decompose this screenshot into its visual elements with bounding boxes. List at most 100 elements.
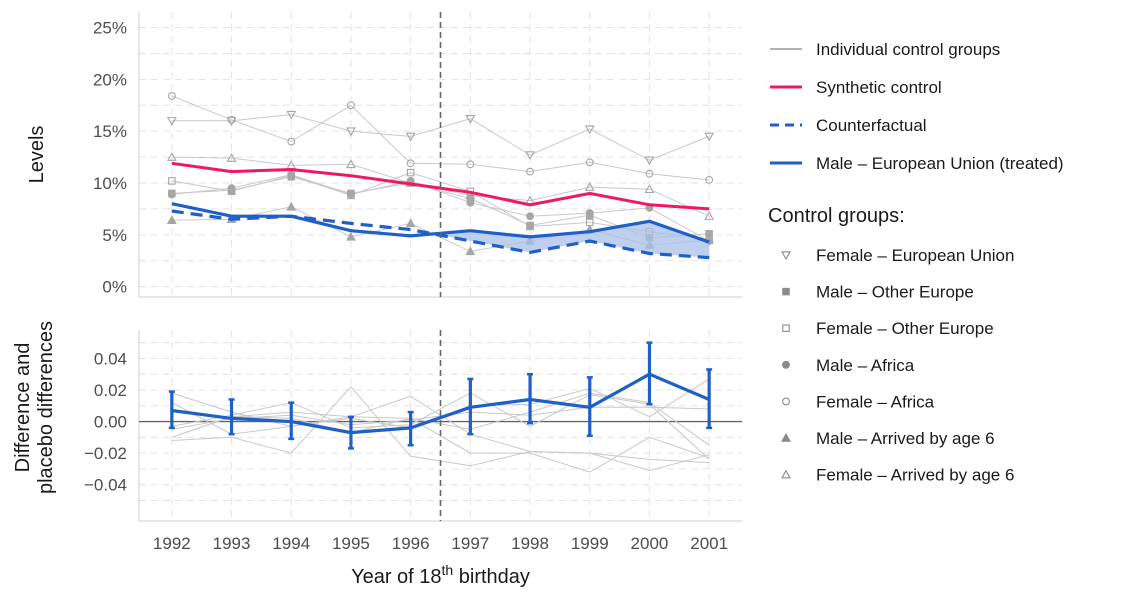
control-point bbox=[406, 159, 415, 168]
control-point bbox=[346, 231, 356, 241]
differences-panel: −0.04 −0.02 0.00 0.02 0.04 Difference andplac… bbox=[12, 321, 742, 522]
y-axis-title-line2: placebo differences bbox=[35, 321, 57, 494]
control-point bbox=[585, 209, 594, 218]
control-point bbox=[227, 115, 236, 124]
control-point bbox=[346, 101, 355, 110]
y-tick-label: 0.02 bbox=[94, 381, 127, 400]
x-axis-title-part: birthday bbox=[453, 566, 530, 588]
control-point bbox=[525, 151, 535, 161]
control-point bbox=[704, 211, 715, 220]
legend-line-label: Synthetic control bbox=[816, 78, 942, 97]
control-point bbox=[466, 160, 475, 169]
control-point bbox=[167, 190, 176, 199]
legend-line-label: Individual control groups bbox=[816, 40, 1000, 59]
control-point bbox=[644, 156, 655, 166]
control-point bbox=[644, 184, 655, 193]
y-axis-title-levels: Levels bbox=[26, 126, 48, 184]
control-point bbox=[346, 159, 356, 169]
legend-marker-key bbox=[781, 469, 791, 479]
control-point bbox=[465, 114, 476, 124]
y-tick-label: 15% bbox=[93, 122, 127, 141]
legend: Individual control groups Synthetic contr… bbox=[768, 40, 1064, 485]
y-tick-label: 0% bbox=[102, 278, 127, 297]
legend-group-label: Female – Africa bbox=[816, 392, 935, 411]
x-tick-label: 1998 bbox=[511, 534, 549, 553]
control-point bbox=[705, 175, 714, 184]
control-point bbox=[465, 246, 476, 256]
x-axis: 1992 1993 1994 1995 1996 1997 1998 1999 2000 2001… bbox=[153, 534, 728, 588]
legend-group-label: Female – Arrived by age 6 bbox=[816, 466, 1014, 485]
synthetic-control-line bbox=[171, 161, 710, 211]
legend-group-label: Male – Arrived by age 6 bbox=[816, 429, 995, 448]
legend-line-label: Counterfactual bbox=[816, 116, 927, 135]
x-tick-label: 2000 bbox=[631, 534, 669, 553]
y-tick-label: 10% bbox=[93, 174, 127, 193]
control-point bbox=[167, 91, 176, 100]
control-point bbox=[465, 190, 476, 200]
control-point bbox=[405, 132, 416, 142]
control-point bbox=[286, 110, 297, 120]
control-point bbox=[346, 190, 355, 199]
control-point bbox=[227, 184, 236, 193]
x-axis-title-superscript: th bbox=[442, 562, 454, 578]
y-tick-label: 0.00 bbox=[94, 413, 127, 432]
control-point bbox=[166, 215, 177, 225]
control-line bbox=[171, 174, 710, 242]
legend-group-label: Female – Other Europe bbox=[816, 319, 994, 338]
y-axis-title-line1: Difference and bbox=[12, 343, 34, 473]
control-point bbox=[584, 182, 595, 191]
control-point bbox=[405, 218, 416, 228]
legend-marker-key bbox=[782, 397, 790, 406]
x-tick-label: 1999 bbox=[571, 534, 609, 553]
control-point bbox=[526, 222, 534, 231]
x-tick-label: 1996 bbox=[392, 534, 430, 553]
legend-groups-title: Control groups: bbox=[768, 205, 905, 227]
control-point bbox=[286, 201, 297, 211]
x-axis-title-part: Year of 18 bbox=[351, 566, 441, 588]
legend-line-label: Male – European Union (treated) bbox=[816, 154, 1064, 173]
control-point bbox=[526, 212, 535, 221]
levels-panel: 0% 5% 10% 15% 20% 25% Levels bbox=[26, 12, 742, 298]
treatment-gap-area bbox=[440, 221, 710, 258]
control-point bbox=[287, 137, 296, 146]
legend-marker-key bbox=[782, 360, 790, 369]
y-tick-label: 20% bbox=[93, 70, 127, 89]
control-point bbox=[226, 117, 237, 126]
control-point bbox=[585, 158, 594, 167]
legend-group-label: Male – Africa bbox=[816, 356, 915, 375]
control-point bbox=[226, 152, 237, 162]
control-point bbox=[168, 177, 176, 185]
control-point bbox=[287, 170, 296, 179]
control-point bbox=[584, 125, 595, 135]
x-axis-title: Year of 18th birthday bbox=[351, 562, 530, 588]
legend-group-label: Female – European Union bbox=[816, 246, 1014, 265]
legend-group-label: Male – Other Europe bbox=[816, 283, 974, 302]
legend-marker-key bbox=[782, 287, 790, 296]
x-tick-label: 1997 bbox=[451, 534, 489, 553]
x-tick-label: 2001 bbox=[690, 534, 728, 553]
control-point bbox=[526, 167, 535, 176]
y-tick-label: −0.02 bbox=[84, 444, 127, 463]
y-tick-label: 0.04 bbox=[94, 349, 127, 368]
y-tick-label: 25% bbox=[93, 19, 127, 38]
control-point bbox=[645, 169, 654, 178]
x-tick-label: 1993 bbox=[213, 534, 251, 553]
legend-marker-key bbox=[782, 324, 790, 332]
legend-marker-key bbox=[781, 251, 791, 261]
control-point bbox=[406, 168, 415, 177]
x-tick-label: 1992 bbox=[153, 534, 191, 553]
y-tick-label: 5% bbox=[102, 226, 127, 245]
control-point bbox=[346, 127, 356, 137]
placebo-line bbox=[171, 392, 710, 460]
y-tick-label: −0.04 bbox=[84, 476, 127, 495]
control-point bbox=[704, 132, 715, 142]
x-tick-label: 1995 bbox=[332, 534, 370, 553]
treated-difference-line bbox=[171, 372, 710, 435]
control-point bbox=[166, 151, 177, 161]
legend-marker-key bbox=[781, 432, 791, 442]
x-tick-label: 1994 bbox=[272, 534, 310, 553]
control-point bbox=[466, 198, 475, 207]
y-axis-title-differences: Difference andplacebo differences bbox=[12, 321, 57, 494]
control-point bbox=[166, 117, 177, 126]
